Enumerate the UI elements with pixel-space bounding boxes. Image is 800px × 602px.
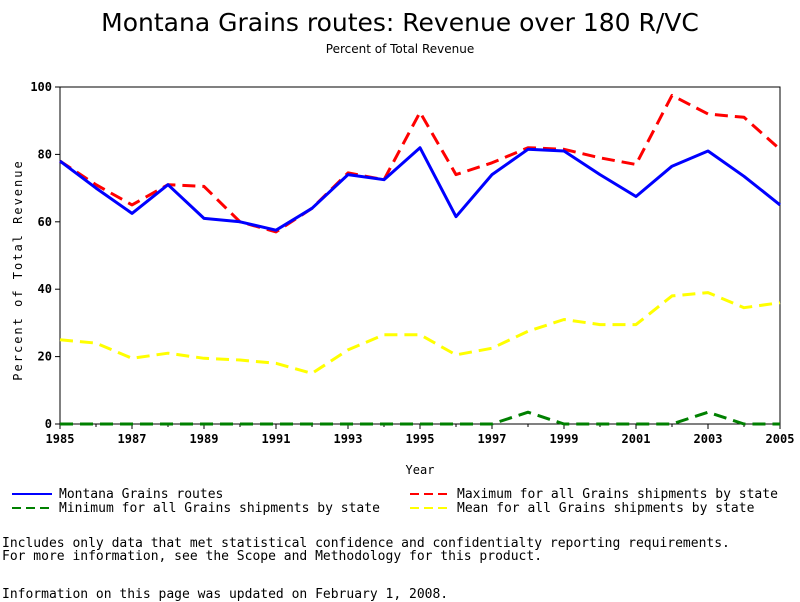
- x-tick-label: 1995: [406, 432, 435, 446]
- y-tick-label: 100: [30, 80, 52, 94]
- legend-label-2: Maximum for all Grains shipments by stat…: [457, 487, 778, 502]
- series-lines: [59, 93, 781, 426]
- series-line-2: [59, 93, 781, 234]
- legend: Montana Grains routes Maximum for all Gra…: [12, 487, 778, 516]
- y-tick-label: 40: [38, 282, 52, 296]
- x-tick-label: 2003: [694, 432, 723, 446]
- chart-subtitle: Percent of Total Revenue: [326, 42, 474, 56]
- series-line-4: [59, 291, 781, 375]
- x-axis-ticks: 1985 1987 1989 1991 1993 1995 1997 1999 2001 2003…: [46, 424, 795, 446]
- series-line-1: [59, 146, 781, 232]
- y-tick-label: 20: [38, 350, 52, 364]
- note-confidence: Includes only data that met statistical …: [2, 536, 730, 551]
- x-axis-label: Year: [406, 463, 435, 477]
- legend-label-3: Minimum for all Grains shipments by stat…: [59, 501, 380, 516]
- y-tick-label: 0: [45, 417, 52, 431]
- x-tick-label: 2005: [766, 432, 795, 446]
- x-tick-label: 1999: [550, 432, 579, 446]
- y-tick-label: 60: [38, 215, 52, 229]
- x-tick-label: 1985: [46, 432, 75, 446]
- x-tick-label: 2001: [622, 432, 651, 446]
- x-tick-label: 1989: [190, 432, 219, 446]
- y-axis-ticks: 0 20 40 60 80 100: [30, 80, 60, 431]
- legend-label-4: Mean for all Grains shipments by state: [457, 501, 755, 516]
- note-methodology: For more information, see the Scope and …: [2, 549, 543, 564]
- x-tick-label: 1997: [478, 432, 507, 446]
- chart-title: Montana Grains routes: Revenue over 180 …: [101, 8, 699, 37]
- x-tick-label: 1993: [334, 432, 363, 446]
- plot-frame: [59, 86, 781, 425]
- series-line-3: [60, 410, 780, 426]
- x-tick-label: 1991: [262, 432, 291, 446]
- y-tick-label: 80: [38, 147, 52, 161]
- x-tick-label: 1987: [118, 432, 147, 446]
- legend-label-1: Montana Grains routes: [59, 487, 223, 502]
- y-axis-label: Percent of Total Revenue: [11, 159, 25, 380]
- note-updated: Information on this page was updated on …: [2, 587, 449, 602]
